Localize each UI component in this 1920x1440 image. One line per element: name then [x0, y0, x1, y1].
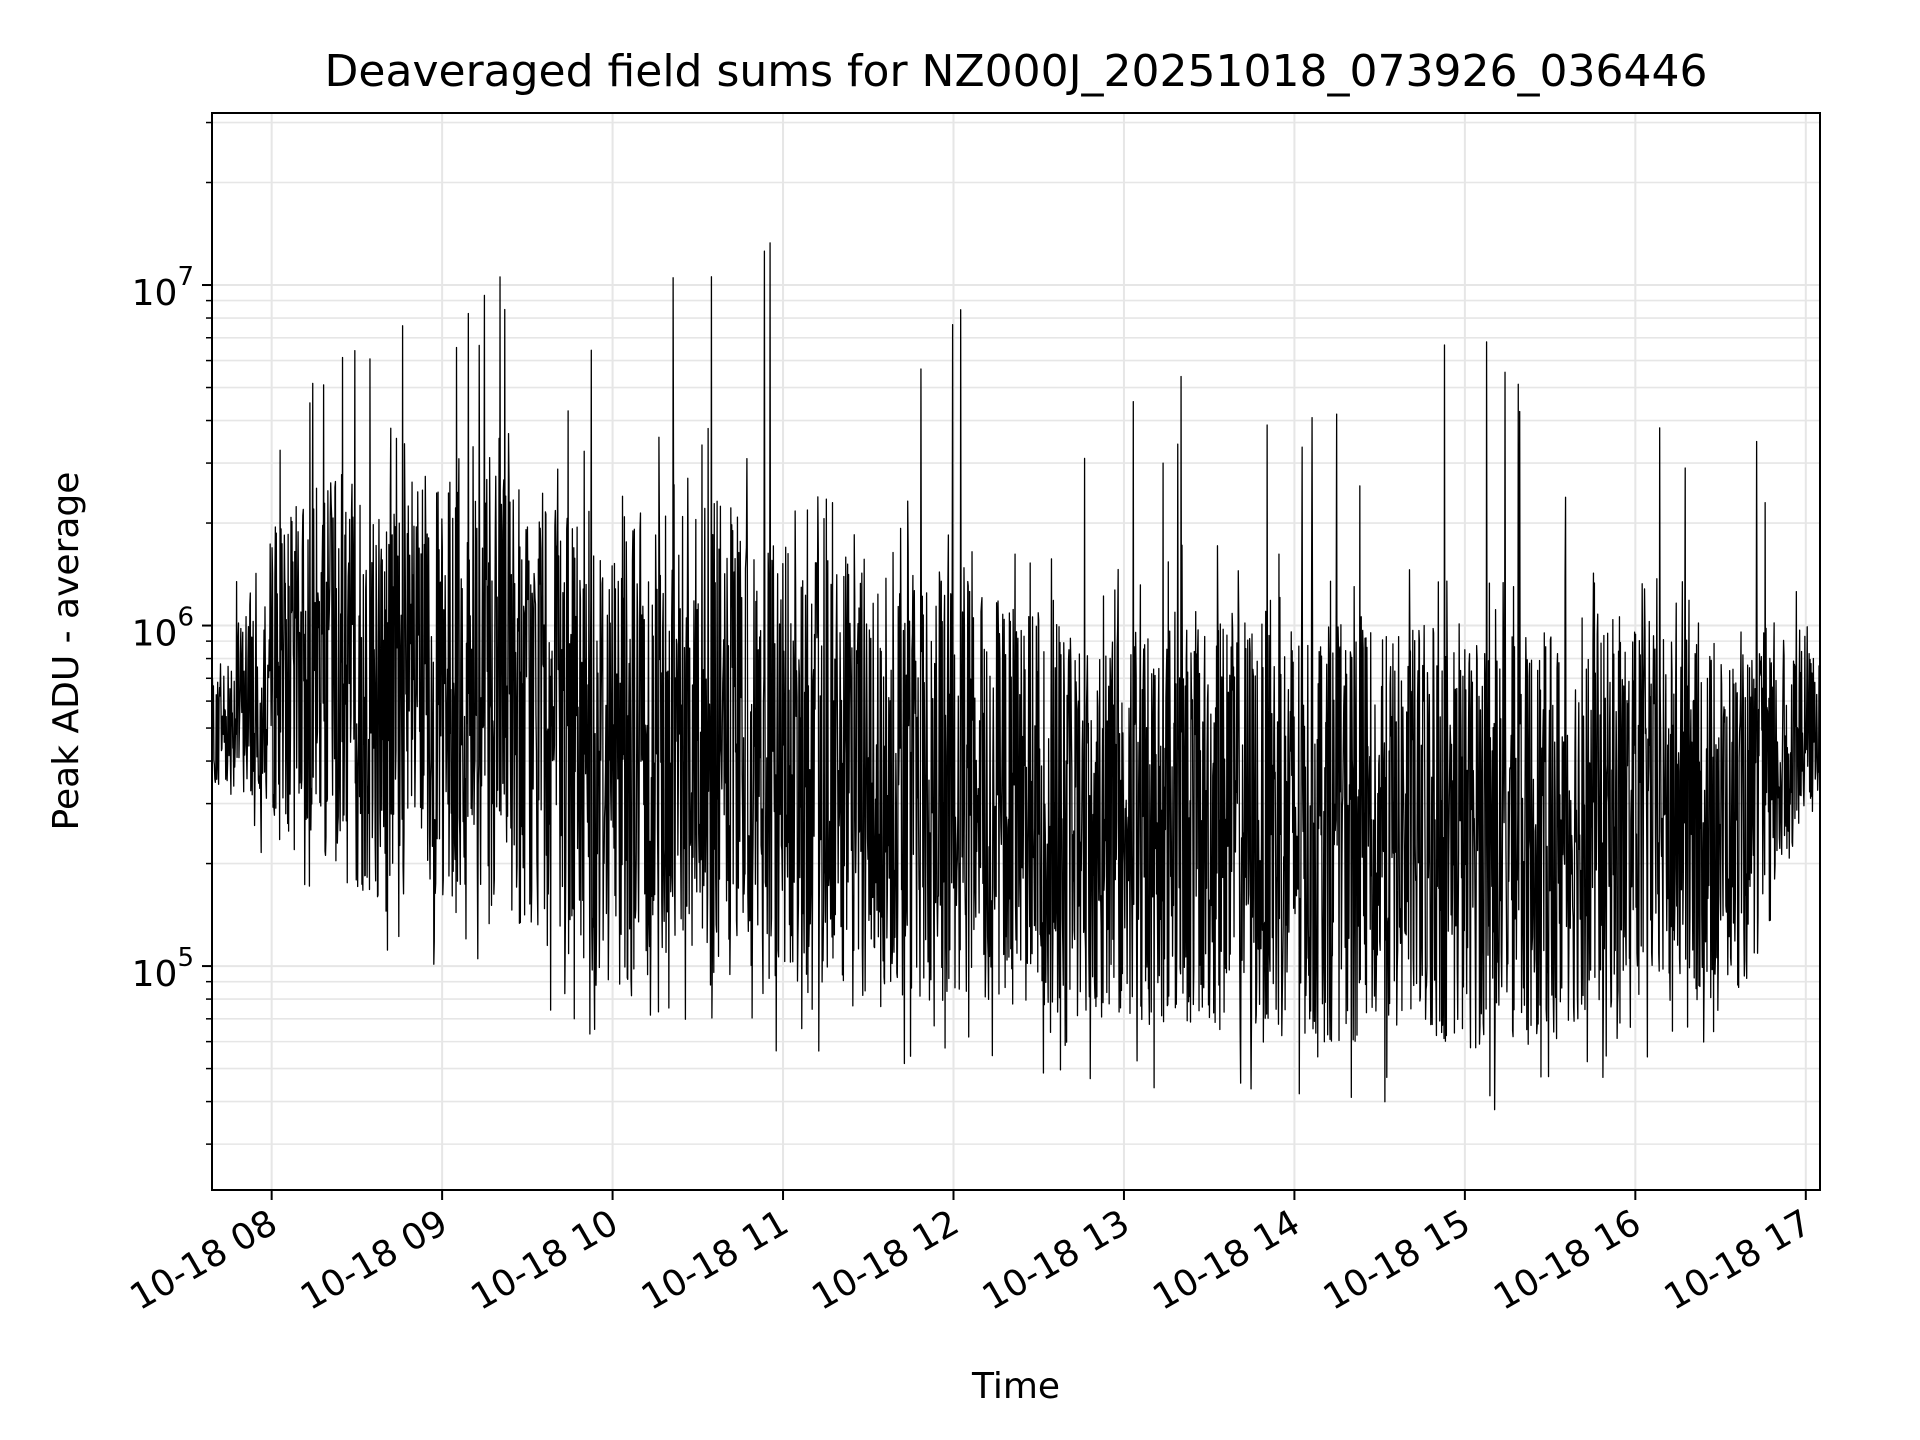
y-axis: 105 106 107 — [132, 121, 212, 1145]
chart-title: Deaveraged field sums for NZ000J_2025101… — [325, 46, 1708, 97]
x-axis-label: Time — [971, 1366, 1060, 1407]
series-line — [211, 242, 1821, 1111]
y-tick-label: 105 — [132, 943, 194, 995]
y-axis-label: Peak ADU - average — [46, 472, 87, 831]
y-tick-label: 107 — [132, 262, 194, 314]
y-tick-label: 106 — [132, 603, 194, 655]
plot-frame — [211, 112, 1821, 1191]
